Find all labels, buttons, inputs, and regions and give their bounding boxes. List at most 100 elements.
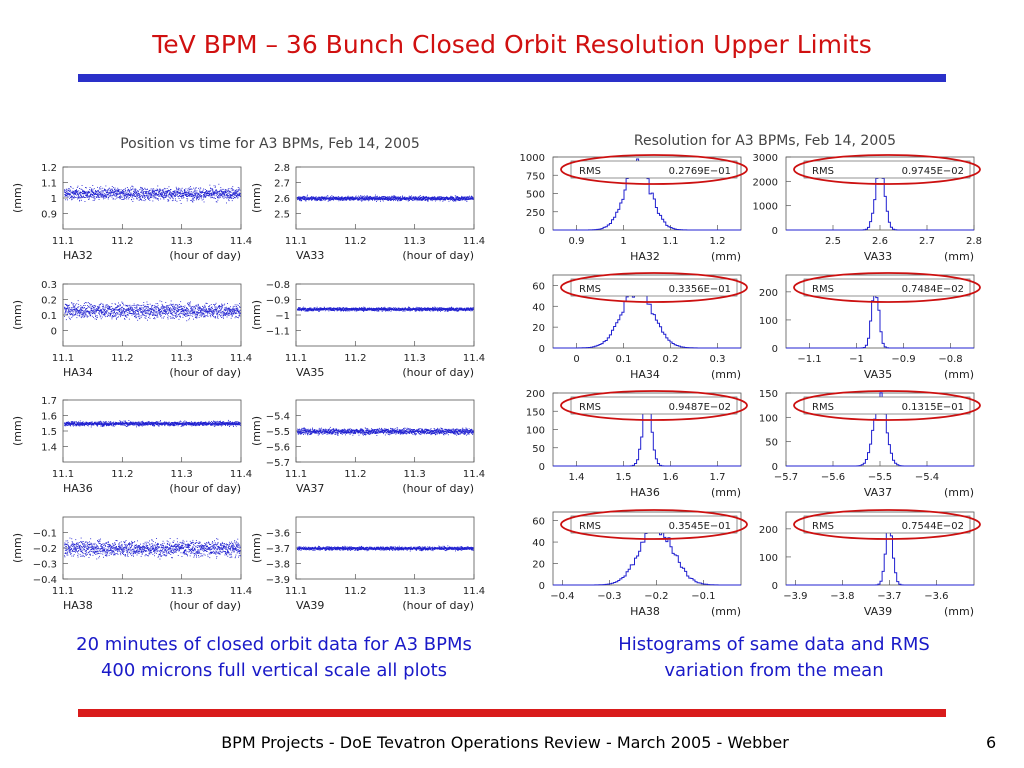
data-point <box>88 197 90 199</box>
data-point <box>224 307 226 309</box>
data-point <box>217 316 218 318</box>
data-point <box>231 193 233 195</box>
data-point <box>126 310 128 311</box>
data-point <box>150 309 152 311</box>
data-point <box>77 309 78 311</box>
data-point <box>149 303 151 305</box>
data-point <box>227 191 229 193</box>
top-rule <box>78 74 946 82</box>
data-point <box>216 308 218 310</box>
data-point <box>133 305 135 307</box>
data-point <box>234 196 235 198</box>
data-point <box>75 192 77 194</box>
data-point <box>358 197 360 199</box>
data-point <box>203 313 205 315</box>
data-point <box>188 194 190 196</box>
data-point <box>66 304 68 305</box>
data-point <box>125 195 126 197</box>
data-point <box>151 308 153 310</box>
data-point <box>67 306 69 308</box>
data-point <box>141 311 142 313</box>
data-point <box>143 309 145 311</box>
data-point <box>111 189 113 191</box>
data-point <box>188 195 189 197</box>
data-point <box>169 192 171 194</box>
data-point <box>400 196 401 198</box>
data-point <box>317 198 319 200</box>
data-point <box>102 311 103 313</box>
data-point <box>99 306 101 308</box>
data-point <box>236 317 238 318</box>
data-point <box>229 307 230 309</box>
data-point <box>86 194 88 196</box>
data-point <box>214 306 216 308</box>
data-point <box>201 196 202 198</box>
data-point <box>131 197 133 199</box>
data-point <box>123 310 124 312</box>
data-point <box>342 200 344 201</box>
data-point <box>297 198 299 200</box>
y-tick-label: 2.6 <box>274 194 290 205</box>
data-point <box>148 308 150 310</box>
data-point <box>307 198 309 200</box>
data-point <box>380 200 381 202</box>
x-tick-label: 11.3 <box>404 236 426 247</box>
data-point <box>176 188 178 190</box>
data-point <box>108 308 109 310</box>
data-point <box>237 195 239 197</box>
data-point <box>191 200 193 202</box>
data-point <box>236 313 238 314</box>
data-point <box>211 307 212 309</box>
data-point <box>118 311 120 313</box>
data-point <box>403 196 405 198</box>
data-point <box>409 200 410 201</box>
data-point <box>131 310 133 311</box>
data-point <box>78 197 79 199</box>
data-point <box>334 198 336 199</box>
data-point <box>91 196 93 198</box>
x-tick-label: 11.4 <box>230 236 252 247</box>
data-point <box>90 312 92 314</box>
data-point <box>92 310 94 311</box>
data-point <box>132 201 134 202</box>
x-tick-label: 11.4 <box>463 353 485 364</box>
data-point <box>217 317 219 319</box>
data-point <box>195 187 197 189</box>
data-point <box>194 310 196 312</box>
data-point <box>197 195 198 197</box>
data-point <box>185 314 187 316</box>
data-point <box>387 200 389 201</box>
data-point <box>154 194 156 195</box>
data-point <box>338 196 340 198</box>
data-point <box>392 198 394 200</box>
data-point <box>339 309 341 311</box>
data-point <box>365 197 367 199</box>
data-point <box>163 187 165 189</box>
data-point <box>121 301 123 303</box>
data-point <box>423 198 424 200</box>
data-point <box>233 311 235 313</box>
data-point <box>119 195 121 197</box>
data-point <box>139 309 140 311</box>
data-point <box>339 199 341 201</box>
data-point <box>167 191 169 192</box>
data-point <box>334 196 336 198</box>
data-point <box>226 190 228 192</box>
data-point <box>169 310 171 311</box>
data-point <box>318 308 320 310</box>
data-point <box>213 316 214 318</box>
data-point <box>323 198 325 200</box>
data-point <box>310 310 312 312</box>
data-point <box>92 191 94 193</box>
data-point <box>90 194 92 195</box>
data-point <box>318 196 319 198</box>
data-point <box>389 198 391 200</box>
data-point <box>314 198 315 200</box>
data-point <box>212 314 214 315</box>
data-point <box>351 197 352 199</box>
data-point <box>311 196 313 198</box>
data-point <box>136 316 137 318</box>
data-point <box>192 311 193 313</box>
data-point <box>137 304 139 306</box>
data-point <box>183 189 185 191</box>
